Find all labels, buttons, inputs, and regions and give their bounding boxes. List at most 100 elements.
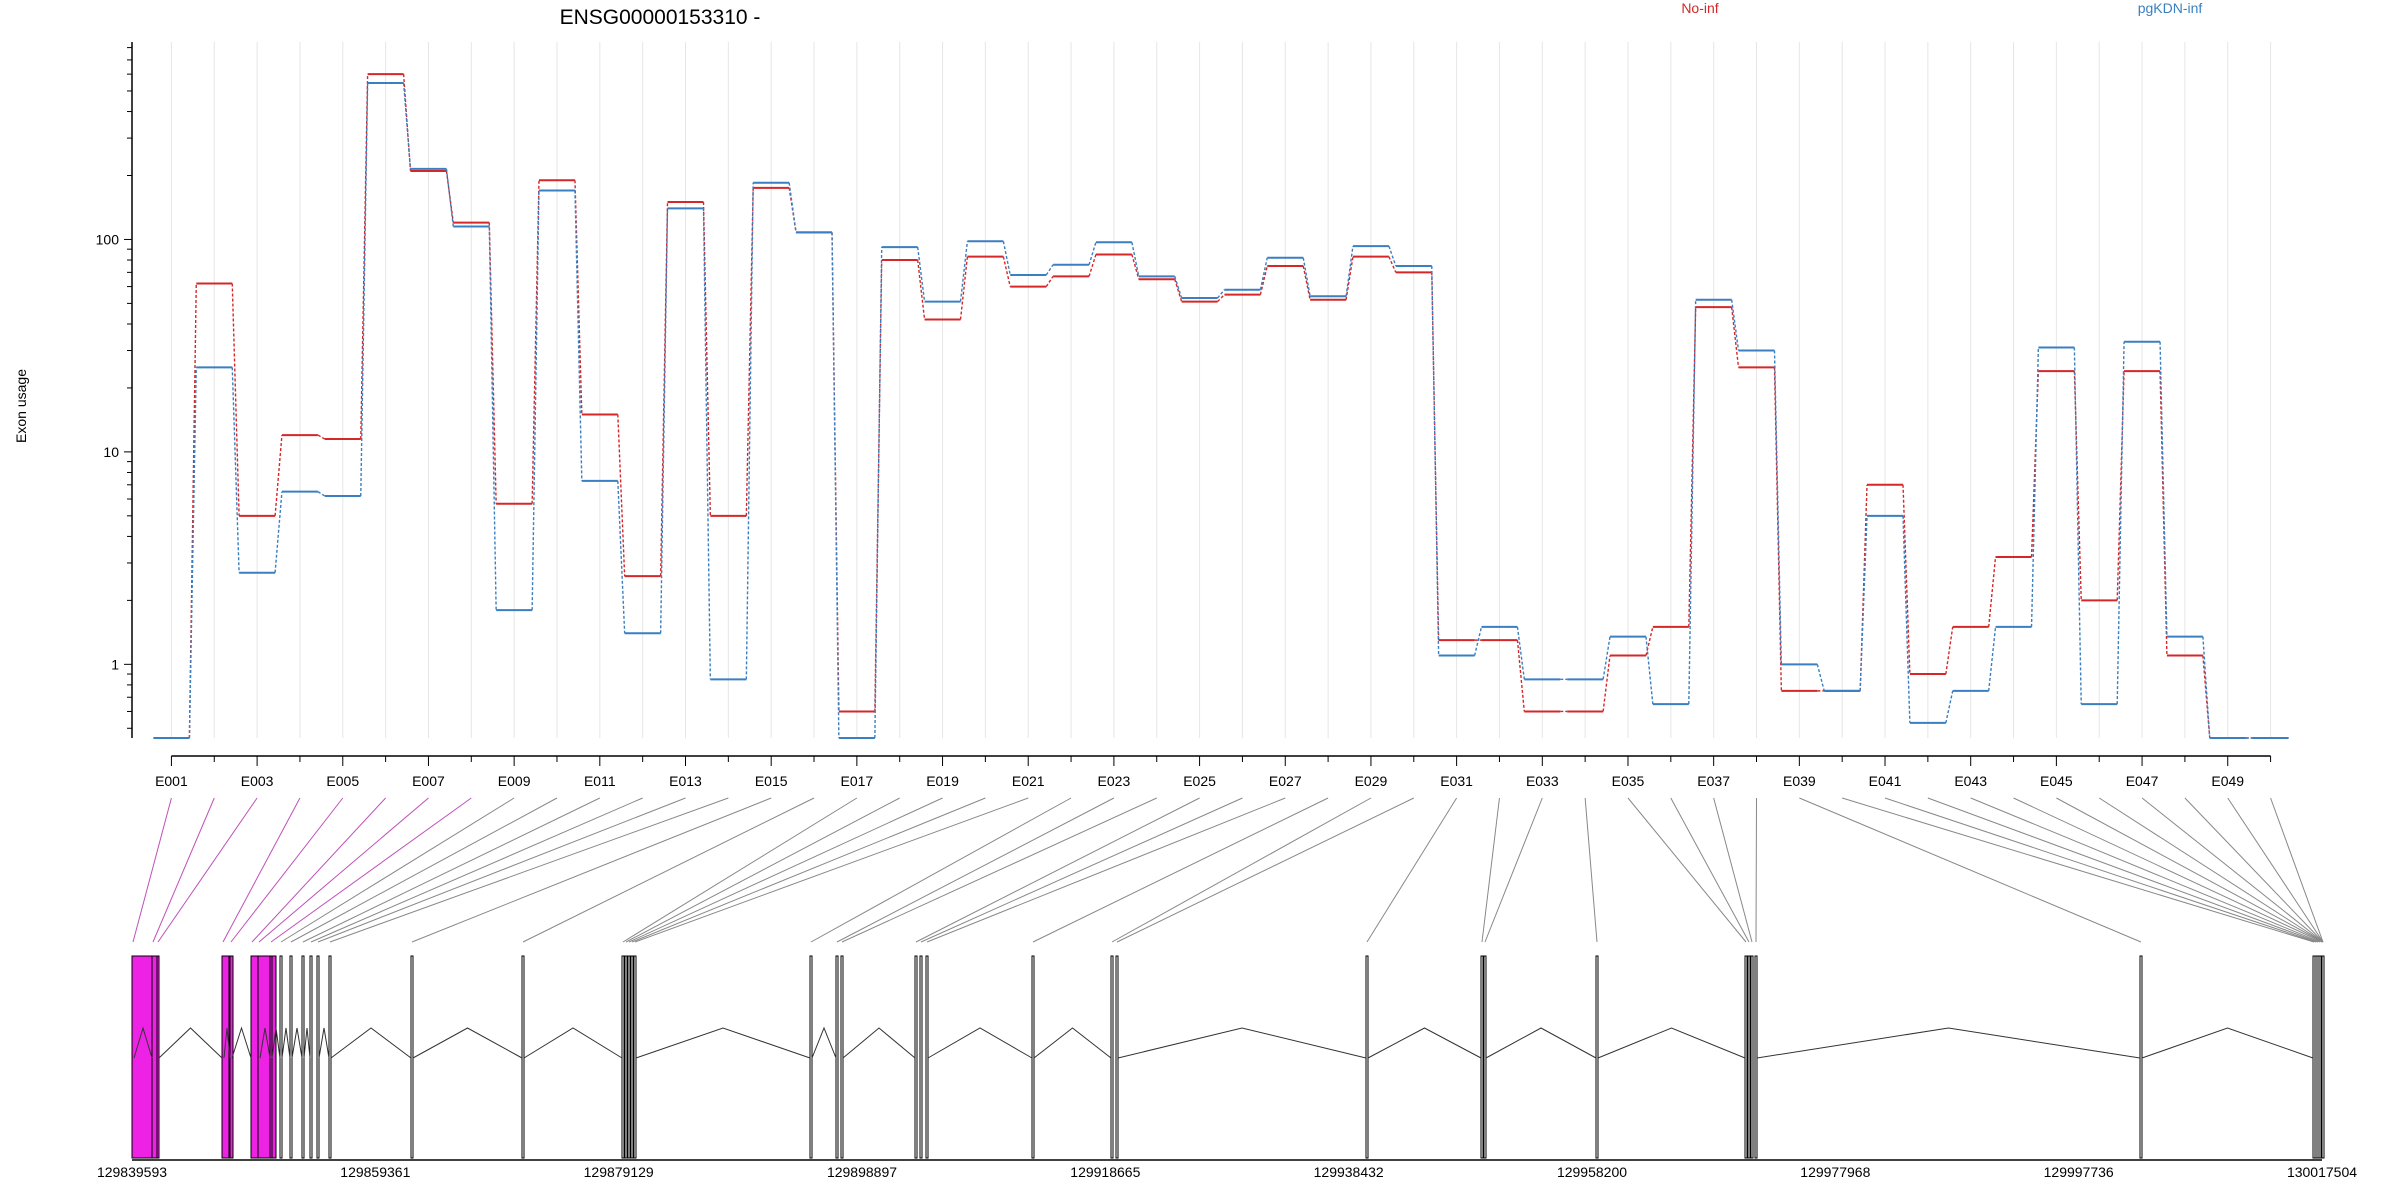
series-connector (1259, 265, 1268, 295)
series-connector (1345, 256, 1354, 300)
exon-connector (2270, 797, 2324, 943)
exon-block (925, 955, 929, 1159)
exon-connector (1584, 797, 1598, 943)
intron-line (318, 1027, 330, 1059)
exon-connector (926, 797, 1286, 943)
gene-model (131, 955, 2325, 1161)
series-connector (1045, 264, 1054, 276)
intron-line (811, 1026, 837, 1059)
intron-line (2141, 1027, 2314, 1059)
series-connector (488, 222, 497, 504)
series-connector (1987, 626, 1997, 691)
series-connector (659, 208, 669, 634)
exon-connector (1111, 797, 1372, 943)
exon-connector (251, 797, 386, 943)
series-connector (2116, 341, 2125, 705)
x-tick-label: E041 (1869, 773, 1902, 789)
series-connector (1859, 484, 1868, 691)
exon-block (1754, 955, 1758, 1159)
series-connector (1645, 636, 1654, 705)
exon-connector (810, 797, 1072, 943)
series-connector (445, 170, 455, 223)
series-connector (1002, 241, 1011, 276)
series-connector (317, 491, 326, 497)
exon-block (1750, 955, 1754, 1159)
series-connector (959, 241, 969, 302)
y-tick-label: 100 (96, 231, 120, 247)
intron-line (303, 1027, 311, 1059)
series-connector (1945, 626, 1954, 675)
series-connector (1773, 350, 1783, 665)
exon-connector (1032, 797, 1329, 943)
intron-line (281, 1027, 291, 1059)
exon-block (1595, 955, 1599, 1159)
genomic-tick-label: 129997736 (2044, 1164, 2114, 1180)
chart-title: ENSG00000153310 - (560, 6, 761, 29)
series-connector (1088, 242, 1097, 265)
exon-connector (258, 797, 429, 943)
x-tick-label: E045 (2040, 773, 2073, 789)
exon-connector (132, 797, 172, 943)
x-tick-label: E039 (1783, 773, 1816, 789)
exon-connector (2013, 797, 2323, 943)
exon-block (1744, 955, 1748, 1159)
series-connector (2073, 347, 2082, 705)
series-connector (1730, 307, 1740, 368)
exon-connector (622, 797, 858, 943)
series-connector (1388, 256, 1397, 273)
exon-connector (2098, 797, 2324, 943)
genomic-tick-label: 129918665 (1070, 1164, 1140, 1180)
y-axis-label: Exon usage (13, 369, 29, 443)
exon-connector (915, 797, 1200, 943)
intron-line (259, 1027, 271, 1059)
exon-block (835, 955, 839, 1159)
series-pgkdn-inf (153, 82, 2289, 739)
legend-no-inf: No-inf (1681, 0, 1718, 16)
series-connector (1730, 299, 1740, 351)
series-connector (274, 435, 283, 516)
series-connector (1859, 515, 1868, 691)
series-connector (188, 283, 197, 739)
exon-connector (1842, 797, 2315, 943)
x-tick-label: E017 (841, 773, 874, 789)
exon-block (1365, 955, 1369, 1159)
series-connector (231, 367, 240, 573)
exon-connector (280, 797, 515, 943)
exon-block (630, 955, 634, 1159)
exon-block (156, 955, 160, 1159)
exon-connector (290, 797, 558, 943)
exon-connector (1366, 797, 1458, 943)
y-tick-label: 1 (111, 656, 119, 672)
series-connector (1688, 307, 1697, 627)
x-tick-label: E025 (1183, 773, 1216, 789)
intron-line (231, 1026, 252, 1059)
exon-connector (222, 797, 301, 943)
exon-block (2321, 955, 2325, 1159)
exon-block (809, 955, 813, 1159)
genomic-tick-label: 129958200 (1557, 1164, 1627, 1180)
exon-connector (920, 797, 1243, 943)
series-connector (1131, 242, 1140, 277)
genomic-tick-label: 129859361 (340, 1164, 410, 1180)
series-connector (317, 434, 326, 440)
series-connector (617, 414, 626, 577)
exon-connector (2141, 797, 2324, 943)
exon-connector (1884, 797, 2317, 943)
series-connector (1902, 484, 1911, 675)
genomic-tick-label: 129938432 (1314, 1164, 1384, 1180)
x-tick-label: E033 (1526, 773, 1559, 789)
x-tick-label: E003 (241, 773, 274, 789)
y-axis: 1 10 100 (96, 42, 133, 738)
series-connector (1473, 626, 1483, 656)
series-connector (531, 190, 540, 611)
series-connector (2073, 371, 2082, 601)
exon-connector (1116, 797, 1414, 943)
series-connector (274, 491, 283, 573)
series-connector (2030, 371, 2040, 558)
x-tick-label: E049 (2211, 773, 2244, 789)
intron-line (330, 1027, 412, 1059)
exon-connector (1927, 797, 2319, 943)
series-connector (1345, 246, 1354, 297)
series-connector (1602, 636, 1611, 680)
